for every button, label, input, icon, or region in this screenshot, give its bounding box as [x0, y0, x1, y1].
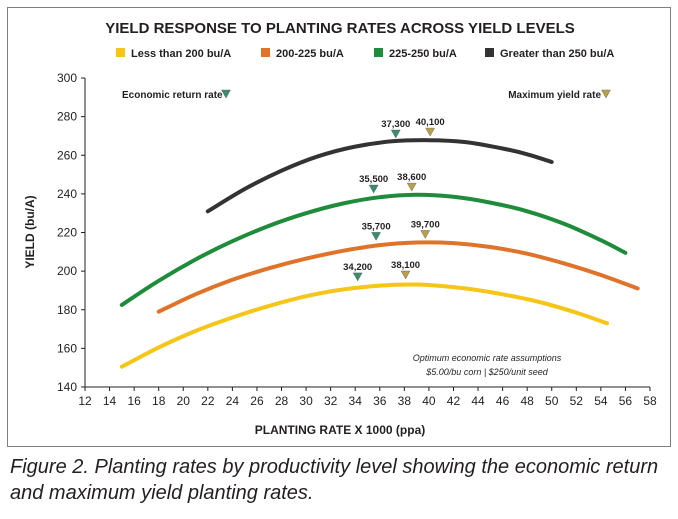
legend-swatch [261, 48, 270, 57]
legend-swatch [374, 48, 383, 57]
x-tick-label: 32 [324, 394, 338, 408]
legend-label: 225-250 bu/A [389, 48, 457, 60]
marker-label: 40,100 [416, 117, 445, 128]
x-tick-label: 28 [275, 394, 289, 408]
yield-response-chart: YIELD RESPONSE TO PLANTING RATES ACROSS … [8, 8, 672, 448]
y-axis-title: YIELD (bu/A) [23, 195, 37, 268]
x-tick-label: 26 [250, 394, 264, 408]
assumptions-line-2: $5.00/bu corn | $250/unit seed [425, 367, 548, 377]
marker-triangle [353, 273, 362, 281]
economic-rate-marker: 35,500 [359, 174, 388, 193]
maximum-yield-marker: 38,100 [391, 260, 420, 279]
x-tick-label: 22 [201, 394, 215, 408]
maximum-yield-marker: 40,100 [416, 117, 445, 136]
x-tick-label: 30 [299, 394, 313, 408]
legend-swatch [485, 48, 494, 57]
legend-label: Less than 200 bu/A [131, 48, 231, 60]
y-tick-label: 140 [57, 380, 77, 394]
chart-frame: YIELD RESPONSE TO PLANTING RATES ACROSS … [7, 7, 671, 447]
maximum-yield-icon [602, 90, 611, 98]
note-layer: Economic return rate Maximum yield rate … [122, 90, 611, 377]
x-tick-label: 36 [373, 394, 387, 408]
series-line [122, 195, 626, 305]
x-tick-label: 38 [398, 394, 412, 408]
y-tick-label: 300 [57, 71, 77, 85]
y-tick-label: 260 [57, 148, 77, 162]
y-tick-label: 160 [57, 341, 77, 355]
figure-caption: Figure 2. Planting rates by productivity… [10, 454, 670, 506]
legend-label: Greater than 250 bu/A [500, 48, 614, 60]
legend-item: 200-225 bu/A [261, 48, 344, 60]
x-tick-label: 46 [496, 394, 510, 408]
marker-label: 34,200 [343, 262, 372, 273]
x-tick-label: 18 [152, 394, 166, 408]
legend-item: Less than 200 bu/A [116, 48, 231, 60]
legend: Less than 200 bu/A 200-225 bu/A 225-250 bu… [116, 48, 614, 60]
x-tick-label: 44 [471, 394, 485, 408]
x-tick-label: 24 [226, 394, 240, 408]
legend-label: 200-225 bu/A [276, 48, 344, 60]
maximum-yield-note: Maximum yield rate [508, 90, 601, 101]
y-tick-label: 200 [57, 264, 77, 278]
economic-rate-marker: 35,700 [362, 221, 391, 240]
y-tick-label: 280 [57, 110, 77, 124]
marker-triangle [401, 271, 410, 279]
x-tick-label: 40 [422, 394, 436, 408]
x-axis-title: PLANTING RATE X 1000 (ppa) [255, 423, 425, 437]
y-tick-label: 220 [57, 226, 77, 240]
x-tick-label: 14 [103, 394, 117, 408]
marker-label: 38,100 [391, 260, 420, 271]
axes: 12 14 16 18 20 22 24 26 28 30 32 34 36 38 40 42 44 46 48 50… [57, 71, 657, 408]
chart-title: YIELD RESPONSE TO PLANTING RATES ACROSS … [105, 20, 575, 37]
marker-triangle [421, 230, 430, 238]
x-tick-label: 16 [127, 394, 141, 408]
marker-triangle [407, 183, 416, 191]
x-tick-label: 20 [177, 394, 191, 408]
marker-label: 38,600 [397, 172, 426, 183]
x-tick-label: 34 [349, 394, 363, 408]
legend-swatch [116, 48, 125, 57]
x-tick-label: 12 [78, 394, 92, 408]
x-tick-label: 52 [570, 394, 584, 408]
economic-return-icon [222, 90, 231, 98]
maximum-yield-marker: 38,600 [397, 172, 426, 191]
x-tick-label: 50 [545, 394, 559, 408]
marker-triangle [369, 185, 378, 193]
legend-item: Greater than 250 bu/A [485, 48, 614, 60]
series-line [159, 242, 638, 311]
marker-triangle [372, 232, 381, 240]
x-tick-label: 58 [643, 394, 657, 408]
x-tick-label: 42 [447, 394, 461, 408]
assumptions-line-1: Optimum economic rate assumptions [413, 353, 562, 363]
legend-item: 225-250 bu/A [374, 48, 457, 60]
marker-label: 35,700 [362, 221, 391, 232]
x-tick-label: 48 [520, 394, 534, 408]
economic-rate-marker: 37,300 [381, 119, 410, 138]
economic-rate-marker: 34,200 [343, 262, 372, 281]
marker-label: 35,500 [359, 174, 388, 185]
marker-label: 39,700 [411, 219, 440, 230]
economic-return-note: Economic return rate [122, 90, 223, 101]
marker-triangle [391, 130, 400, 138]
marker-triangle [426, 128, 435, 136]
maximum-yield-marker: 39,700 [411, 219, 440, 238]
y-tick-label: 240 [57, 187, 77, 201]
marker-label: 37,300 [381, 119, 410, 130]
x-tick-label: 54 [594, 394, 608, 408]
x-tick-label: 56 [619, 394, 633, 408]
y-tick-label: 180 [57, 303, 77, 317]
